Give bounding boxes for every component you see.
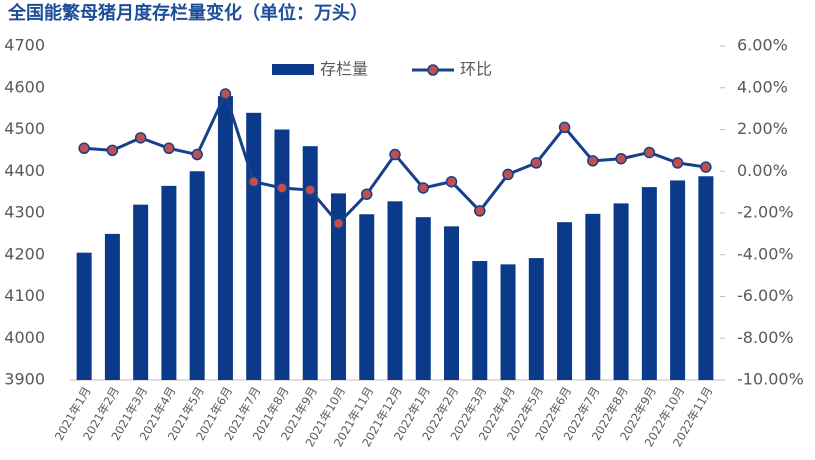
line-marker <box>389 148 401 161</box>
bar <box>415 217 431 380</box>
line-marker <box>474 205 486 217</box>
y-tick-label: 4600 <box>4 77 45 96</box>
bar <box>217 96 233 380</box>
legend-swatch-marker <box>427 64 439 76</box>
bar <box>698 176 714 380</box>
bar <box>359 214 375 380</box>
line-marker <box>163 142 175 155</box>
bar <box>444 226 460 380</box>
line-marker <box>219 88 232 100</box>
line-marker <box>134 132 147 144</box>
line-marker <box>417 182 430 194</box>
bar <box>246 112 262 381</box>
bar <box>330 193 346 380</box>
line-marker <box>247 175 260 188</box>
line-marker <box>191 148 203 161</box>
bar <box>76 252 92 380</box>
bar <box>472 261 488 380</box>
bar <box>302 146 318 380</box>
bar <box>161 185 177 380</box>
bar <box>557 222 573 380</box>
y-tick-label: 4200 <box>4 244 45 263</box>
line-marker <box>445 175 458 188</box>
y-tick-label: 4000 <box>4 328 45 347</box>
y2-tick-label: -2.00% <box>737 203 794 222</box>
bar <box>613 203 629 380</box>
y-tick-label: 4400 <box>4 161 45 180</box>
line-marker <box>78 142 90 155</box>
bar <box>189 171 205 380</box>
line-marker <box>643 146 656 159</box>
y2-tick-label: 6.00% <box>737 36 788 55</box>
bar <box>133 204 149 380</box>
bar <box>641 187 657 380</box>
legend-label: 存栏量 <box>320 60 368 79</box>
bar <box>104 233 120 380</box>
y-tick-label: 4500 <box>4 119 45 138</box>
line-marker <box>558 121 571 134</box>
bar <box>274 129 290 380</box>
y2-tick-label: 2.00% <box>737 119 788 138</box>
line-marker <box>304 184 316 196</box>
line-marker <box>502 168 514 181</box>
line-marker <box>587 155 599 167</box>
line-marker <box>530 157 543 169</box>
line-marker <box>106 144 119 157</box>
y2-tick-label: 0.00% <box>737 161 788 180</box>
y2-tick-label: -8.00% <box>737 328 794 347</box>
bar <box>387 201 403 380</box>
y-tick-label: 4100 <box>4 286 45 305</box>
y2-tick-label: -6.00% <box>737 286 794 305</box>
y2-tick-label: -4.00% <box>737 244 794 263</box>
line-marker <box>360 188 373 200</box>
y-tick-label: 4300 <box>4 203 45 222</box>
chart-title: 全国能繁母猪月度存栏量变化（单位：万头） <box>7 2 368 24</box>
line-marker <box>700 161 712 173</box>
y-tick-label: 3900 <box>4 370 45 389</box>
bar <box>585 213 601 380</box>
legend-label: 环比 <box>460 60 492 79</box>
bar <box>500 264 516 380</box>
line-marker <box>276 182 288 194</box>
line-marker <box>332 217 345 230</box>
line-marker <box>615 152 627 165</box>
bar <box>528 258 544 380</box>
y2-tick-label: -10.00% <box>737 370 804 389</box>
y2-tick-label: 4.00% <box>737 77 788 96</box>
legend-swatch <box>272 64 314 75</box>
bar <box>670 180 686 380</box>
line-marker <box>671 157 684 169</box>
y-tick-label: 4700 <box>4 36 45 55</box>
